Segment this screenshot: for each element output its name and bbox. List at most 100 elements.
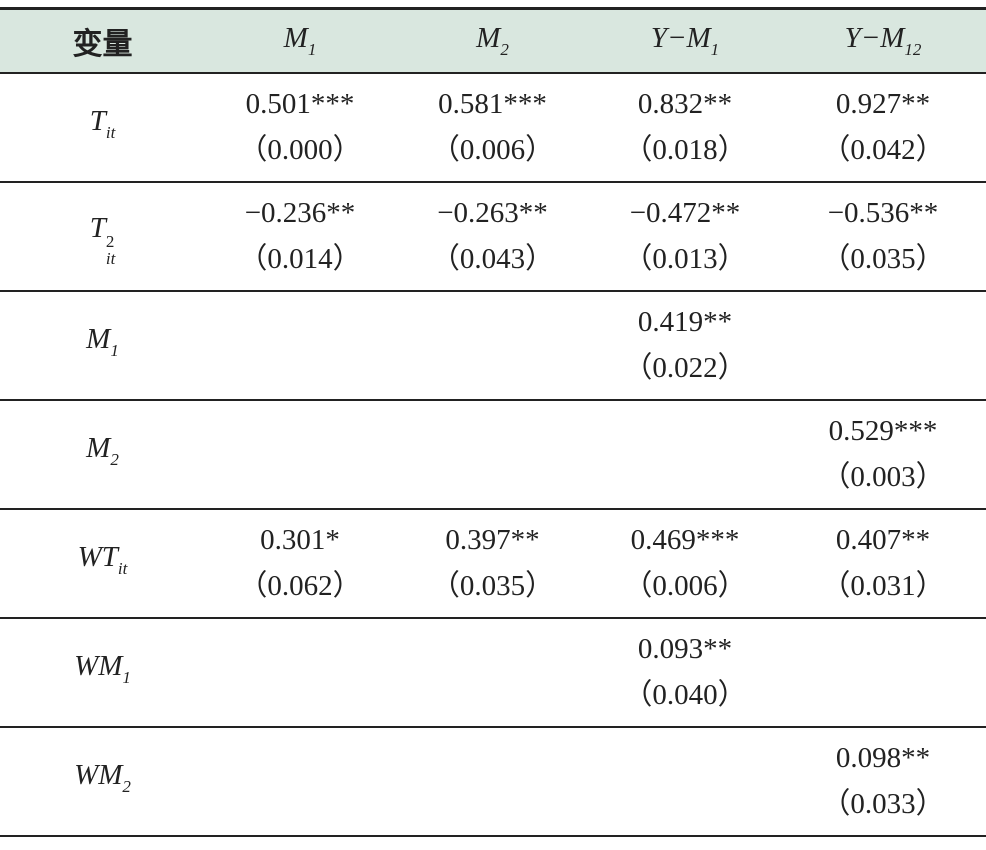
table-cell (395, 290, 590, 401)
p-value: （0.000） (238, 134, 362, 166)
table-cell (395, 617, 590, 728)
table-cell (205, 617, 395, 728)
row-label: Tit (0, 72, 205, 183)
table-cell: −0.536** （0.035） (780, 181, 986, 292)
table-cell: 0.529*** （0.003） (780, 399, 986, 510)
header-row: 变量 M1 M2 Y−M1 Y−M12 (0, 7, 986, 74)
table-cell (395, 726, 590, 837)
subscript: 12 (904, 39, 922, 59)
math-symbol: Y−M12 (844, 21, 922, 59)
row-label: WM2 (0, 726, 205, 837)
math-symbol: M2 (86, 432, 119, 469)
row-label: WM1 (0, 617, 205, 728)
symbol-base: Y−M (844, 21, 905, 54)
p-value: （0.043） (430, 243, 555, 275)
symbol-base: M (86, 432, 111, 464)
table-cell: 0.501*** （0.000） (205, 72, 395, 183)
p-value: （0.033） (821, 788, 945, 820)
math-symbol: M2 (476, 22, 509, 59)
symbol-base: M (86, 323, 111, 355)
p-value: （0.035） (821, 243, 945, 275)
coefficient: 0.301* (260, 524, 340, 556)
math-symbol: WM1 (74, 650, 131, 687)
table-row: M2 0.529*** （0.003） (0, 399, 986, 510)
p-value: （0.013） (623, 243, 747, 275)
table-row: WM1 0.093** （0.040） (0, 617, 986, 728)
p-value: （0.006） (430, 134, 555, 166)
table-row: WTit 0.301* （0.062） 0.397** （0.035） 0.469*** （… (0, 508, 986, 619)
table-cell: 0.419** （0.022） (590, 290, 780, 401)
subscript: 1 (110, 341, 119, 360)
coefficient: 0.397** (445, 524, 540, 556)
row-label: M1 (0, 290, 205, 401)
subscript: 1 (710, 39, 720, 59)
p-value: （0.022） (623, 352, 747, 384)
symbol-base: T (89, 105, 106, 137)
coefficient: 0.581*** (438, 88, 547, 120)
table-cell: 0.581*** （0.006） (395, 72, 590, 183)
coefficient: 0.832** (637, 88, 733, 120)
table-cell: −0.472** （0.013） (590, 181, 780, 292)
subscript: 2 (110, 450, 119, 469)
table-cell (590, 399, 780, 510)
header-cell: Y−M1 (590, 7, 780, 74)
table-cell (205, 399, 395, 510)
table-cell (780, 617, 986, 728)
row-label: T 2 it (0, 181, 205, 292)
coefficient: 0.501*** (245, 88, 355, 120)
coefficient: 0.093** (637, 633, 733, 665)
subscript: 1 (122, 668, 131, 687)
table-row: M1 0.419** （0.022） (0, 290, 986, 401)
symbol-base: WM (74, 759, 123, 791)
row-label: M2 (0, 399, 205, 510)
table-cell (395, 399, 590, 510)
p-value: （0.014） (238, 243, 362, 275)
coefficient: 0.927** (835, 88, 931, 120)
table-cell (780, 290, 986, 401)
header-label: 变量 (0, 7, 205, 74)
symbol-base: WT (77, 541, 118, 573)
p-value: （0.035） (430, 570, 555, 602)
script-stack: 2 it (106, 233, 115, 267)
symbol-base: Y−M (650, 21, 711, 54)
table-cell: −0.263** （0.043） (395, 181, 590, 292)
math-symbol: Tit (89, 105, 116, 142)
symbol-base: WM (74, 650, 123, 682)
table-cell (590, 726, 780, 837)
math-symbol: WTit (77, 541, 128, 578)
table-cell: 0.301* （0.062） (205, 508, 395, 619)
p-value: （0.062） (238, 570, 362, 602)
header-cell: M1 (205, 7, 395, 74)
p-value: （0.040） (623, 679, 747, 711)
table-cell (205, 726, 395, 837)
coefficient: 0.407** (835, 524, 931, 556)
math-symbol: M1 (284, 22, 317, 59)
coefficient: 0.098** (835, 742, 931, 774)
coefficient: −0.472** (629, 197, 741, 229)
subscript: 1 (307, 39, 317, 59)
subscript: 2 (122, 777, 131, 796)
table-cell: 0.832** （0.018） (590, 72, 780, 183)
symbol-base: T (89, 212, 106, 244)
superscript: 2 (105, 232, 115, 251)
table-cell: 0.469*** （0.006） (590, 508, 780, 619)
header-cell: M2 (395, 7, 590, 74)
table-cell: 0.927** （0.042） (780, 72, 986, 183)
table-row: WM2 0.098** （0.033） (0, 726, 986, 837)
p-value: （0.031） (821, 570, 945, 602)
math-symbol: Y−M1 (650, 21, 719, 59)
subscript: it (105, 249, 116, 268)
math-symbol: WM2 (74, 759, 131, 796)
coefficient: −0.236** (244, 197, 356, 229)
coefficient: 0.469*** (630, 524, 740, 556)
coefficient: 0.529*** (828, 415, 938, 447)
coefficient: 0.419** (637, 306, 733, 338)
subscript: it (117, 559, 128, 578)
table-cell: 0.093** （0.040） (590, 617, 780, 728)
table-cell: 0.098** （0.033） (780, 726, 986, 837)
row-label: WTit (0, 508, 205, 619)
header-cell: Y−M12 (780, 7, 986, 74)
p-value: （0.006） (623, 570, 747, 602)
p-value: （0.018） (623, 134, 747, 166)
